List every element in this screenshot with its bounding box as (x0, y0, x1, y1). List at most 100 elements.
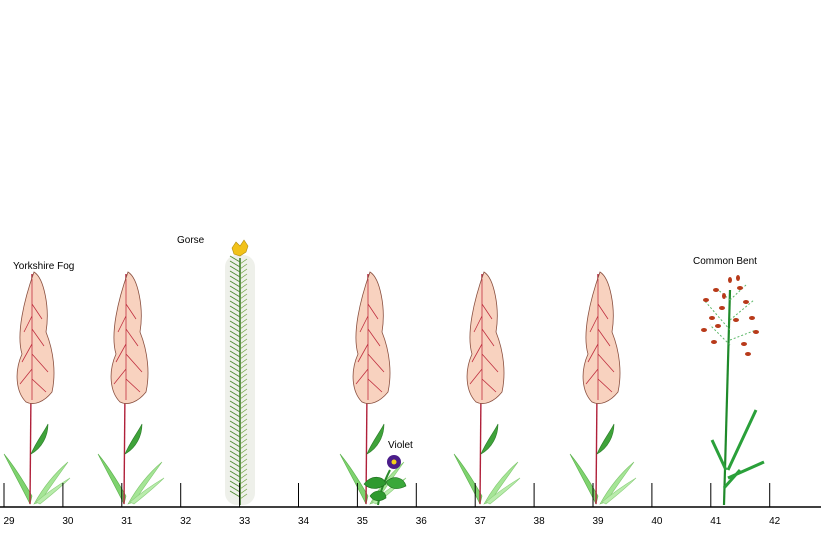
gorse-spine (239, 423, 248, 430)
gorse-spine (239, 268, 248, 275)
gorse-spine (239, 488, 248, 495)
gorse-spine (229, 490, 241, 498)
gorse-spine (229, 445, 241, 453)
gorse-spine (239, 478, 248, 485)
gorse-spine (229, 265, 241, 273)
gorse-spine (229, 450, 241, 458)
gorse-spine (229, 405, 241, 413)
ruler-label: 40 (651, 516, 663, 527)
gorse-spine (229, 385, 241, 393)
gorse-spine (229, 325, 241, 333)
gorse-plant (225, 239, 255, 505)
plant-label: Common Bent (693, 256, 757, 267)
gorse-spine (229, 365, 241, 373)
ruler-label: 37 (475, 516, 487, 527)
gorse-spine (239, 328, 248, 335)
gorse-spine (229, 430, 241, 438)
ruler-label: 41 (710, 516, 722, 527)
gorse-spine (229, 305, 241, 313)
gorse-spine (229, 330, 241, 338)
gorse-spine (239, 393, 248, 400)
gorse-spine (229, 435, 241, 443)
gorse-spine (239, 438, 248, 445)
ruler-label: 36 (416, 516, 428, 527)
gorse-spine (229, 460, 241, 468)
gorse-spine (229, 260, 241, 268)
gorse-spine (239, 388, 248, 395)
gorse-spine (239, 418, 248, 425)
gorse-spine (229, 390, 241, 398)
common-bent-plant (701, 275, 765, 506)
gorse-spine (229, 340, 241, 348)
gorse-spine (229, 420, 241, 428)
gorse-spine (239, 308, 248, 315)
gorse-spine (229, 270, 241, 278)
ruler-label: 30 (62, 516, 74, 527)
gorse-spine (229, 275, 241, 283)
ruler-label: 42 (769, 516, 781, 527)
gorse-spine (239, 433, 248, 440)
gorse-spine (229, 475, 241, 483)
gorse-spine (229, 255, 241, 263)
gorse-spine (239, 318, 248, 325)
gorse-spine (239, 383, 248, 390)
gorse-spine (239, 398, 248, 405)
ruler-label: 38 (534, 516, 546, 527)
gorse-spine (229, 400, 241, 408)
gorse-spine (239, 333, 248, 340)
gorse-spine (229, 480, 241, 488)
gorse-spine (229, 335, 241, 343)
gorse-spine (229, 375, 241, 383)
ruler-label: 35 (357, 516, 369, 527)
gorse-spine (239, 458, 248, 465)
gorse-spine (229, 345, 241, 353)
ruler-label: 34 (298, 516, 310, 527)
gorse-spine (229, 285, 241, 293)
ruler-label: 39 (592, 516, 604, 527)
gorse-spine (229, 350, 241, 358)
gorse-spine (229, 295, 241, 303)
gorse-spine (239, 413, 248, 420)
gorse-spine (239, 448, 248, 455)
ruler-label: 33 (239, 516, 251, 527)
gorse-spine (239, 348, 248, 355)
gorse-spine (229, 440, 241, 448)
gorse-spine (229, 465, 241, 473)
gorse-spine (239, 273, 248, 280)
gorse-spine (239, 323, 248, 330)
gorse-spine (229, 280, 241, 288)
gorse-spine (239, 428, 248, 435)
gorse-spine (239, 408, 248, 415)
gorse-spine (239, 468, 248, 475)
yorkshire-fog-plants (3, 271, 637, 505)
gorse-spine (229, 300, 241, 308)
gorse-spine (239, 378, 248, 385)
ruler-label: 31 (121, 516, 133, 527)
gorse-spine (229, 425, 241, 433)
violet-plant (363, 455, 407, 506)
plant-label: Gorse (177, 235, 205, 246)
gorse-spine (229, 315, 241, 323)
gorse-spine (239, 293, 248, 300)
gorse-spine (239, 263, 248, 270)
gorse-spine (239, 338, 248, 345)
gorse-spine (239, 363, 248, 370)
gorse-spine (229, 320, 241, 328)
gorse-spine (239, 473, 248, 480)
gorse-spine (239, 373, 248, 380)
gorse-spine (229, 310, 241, 318)
gorse-spine (239, 358, 248, 365)
gorse-spine (239, 303, 248, 310)
gorse-spine (239, 278, 248, 285)
gorse-spine (239, 443, 248, 450)
gorse-spine (229, 380, 241, 388)
gorse-spine (239, 463, 248, 470)
gorse-spine (239, 483, 248, 490)
plant-label: Violet (388, 440, 413, 451)
gorse-spine (239, 258, 248, 265)
gorse-spine (239, 298, 248, 305)
gorse-spine (239, 283, 248, 290)
gorse-spine (229, 470, 241, 478)
ruler-label: 29 (3, 516, 15, 527)
